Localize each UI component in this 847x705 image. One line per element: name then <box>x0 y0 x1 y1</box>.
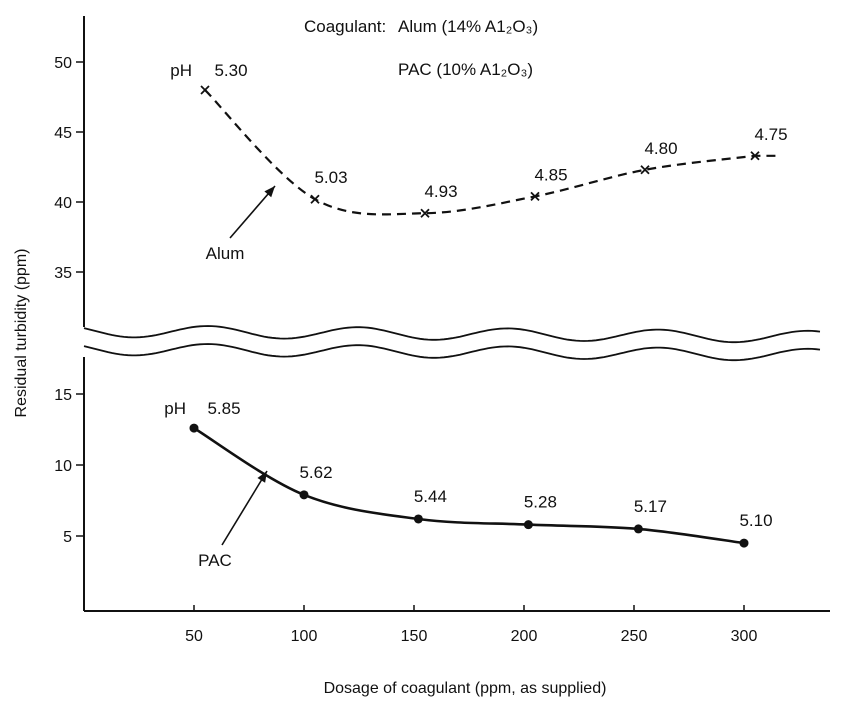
pac-ph-label: 5.28 <box>524 493 557 512</box>
y-tick-label: 35 <box>54 265 72 282</box>
y-tick-label: 50 <box>54 55 72 72</box>
legend-pac: PAC (10% A1₂O₃) <box>398 60 533 79</box>
x-axis-label: Dosage of coagulant (ppm, as supplied) <box>324 680 607 697</box>
pac-point <box>633 524 643 534</box>
x-tick-label: 50 <box>185 628 203 645</box>
axis-break <box>80 325 840 362</box>
alum-ph-label: 5.30 <box>214 61 247 80</box>
alum-point <box>310 194 320 204</box>
pac-arrow-head <box>257 471 267 483</box>
legend-prefix: Coagulant: <box>304 17 386 36</box>
y-tick-label: 15 <box>54 387 72 404</box>
y-tick-label: 45 <box>54 125 72 142</box>
alum-point <box>750 151 760 161</box>
alum-arrow-line <box>229 185 276 239</box>
alum-arrow-head <box>264 186 275 198</box>
x-tick-label: 100 <box>291 628 318 645</box>
alum-ph-label: 5.03 <box>314 168 347 187</box>
y-tick-label: 40 <box>54 195 72 212</box>
break-line-lower <box>83 343 821 362</box>
alum-point <box>200 85 210 95</box>
alum-ph-label: 4.85 <box>534 165 567 184</box>
y-axis-label: Residual turbidity (ppm) <box>13 249 30 418</box>
alum-point <box>640 165 650 175</box>
x-tick-label: 250 <box>621 628 648 645</box>
alum-point <box>530 191 540 202</box>
pac-point <box>299 490 309 500</box>
series-group <box>189 85 779 548</box>
pac-point <box>189 423 199 433</box>
break-band <box>80 327 840 357</box>
alum-marker-stroke <box>200 85 210 95</box>
alum-marker-stroke <box>750 151 760 161</box>
pac-ph-label: 5.62 <box>299 463 332 482</box>
alum-ph-label: 4.75 <box>754 125 787 144</box>
x-tick-label: 150 <box>401 628 428 645</box>
alum-marker-stroke <box>310 194 320 204</box>
alum-marker-stroke <box>420 208 430 218</box>
legend: Coagulant: Alum (14% A1₂O₃) PAC (10% A1₂… <box>304 17 538 79</box>
x-tick-label: 200 <box>511 628 538 645</box>
legend-alum: Alum (14% A1₂O₃) <box>398 17 538 36</box>
alum-series-name: Alum <box>206 244 245 263</box>
y-tick-label: 5 <box>63 529 72 546</box>
pac-point <box>523 520 533 530</box>
pac-ph-label: 5.17 <box>634 497 667 516</box>
alum-ph-prefix: pH <box>170 61 192 80</box>
pac-point <box>413 514 423 524</box>
pac-ph-prefix: pH <box>164 399 186 418</box>
break-line-upper <box>83 325 821 344</box>
alum-marker-stroke <box>530 191 540 202</box>
alum-ph-label: 4.93 <box>424 182 457 201</box>
labels-group: pH 5.30 5.03 4.93 4.85 4.80 4.75 pH 5.85 5.62 5.44… <box>164 61 787 570</box>
alum-series-line <box>204 89 779 216</box>
pac-point <box>739 538 749 548</box>
alum-marker-stroke <box>640 165 650 175</box>
alum-point <box>420 208 430 218</box>
pac-arrow-line <box>221 470 268 546</box>
pac-ph-label: 5.44 <box>414 487 447 506</box>
pac-series-name: PAC <box>198 551 232 570</box>
pac-ph-label: 5.85 <box>207 399 240 418</box>
pac-series-line <box>193 426 745 545</box>
x-tick-label: 300 <box>731 628 758 645</box>
axes: 50 100 150 200 250 300 35 40 45 50 5 10 15 <box>54 16 830 645</box>
alum-ph-label: 4.80 <box>644 139 677 158</box>
y-tick-label: 10 <box>54 458 72 475</box>
pac-ph-label: 5.10 <box>739 511 772 530</box>
